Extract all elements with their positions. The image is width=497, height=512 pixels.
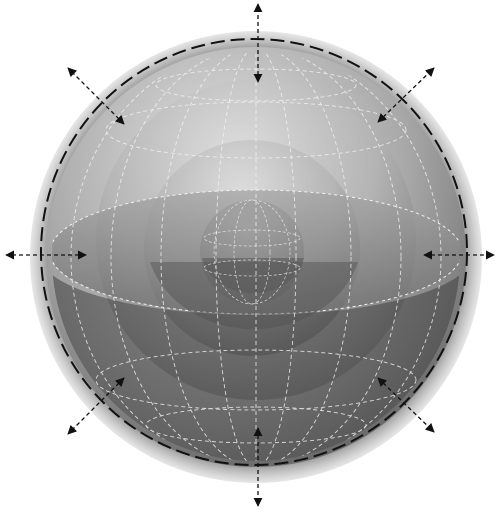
lower-hemisphere-shade <box>52 255 460 461</box>
arrow-down-right <box>377 377 435 433</box>
arrow-down-left <box>67 377 125 435</box>
arrow-layer <box>5 3 495 507</box>
core-grid-lines <box>203 199 301 305</box>
inner-bowl <box>150 262 358 330</box>
core-bowl <box>202 258 304 294</box>
arrow-up-left <box>67 67 125 125</box>
sphere-interior <box>52 53 460 461</box>
arrow-up-right <box>377 67 435 123</box>
